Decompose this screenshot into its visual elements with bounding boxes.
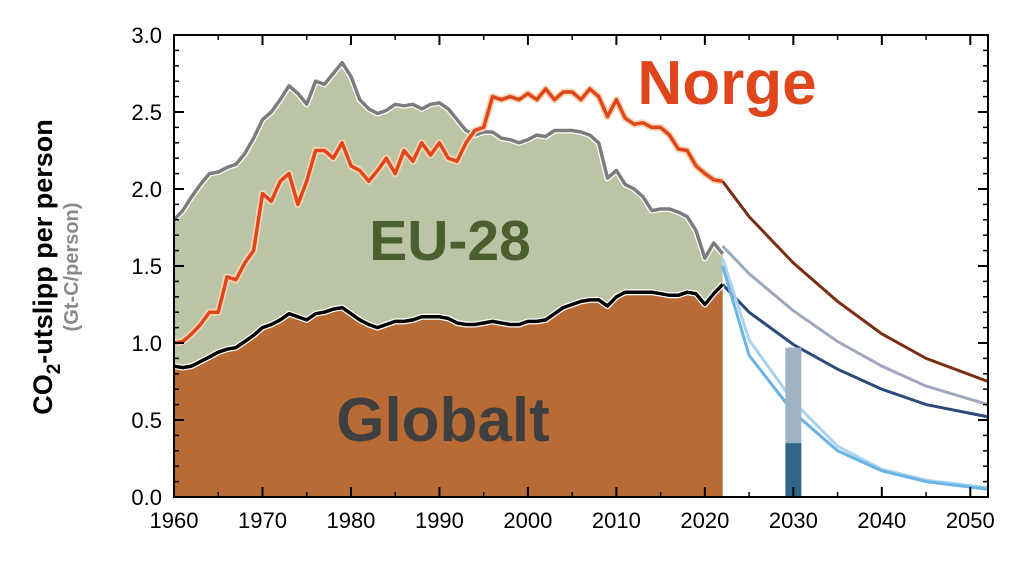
x-tick-label: 1980 — [326, 508, 375, 533]
y-axis-label-subscript: 2 — [44, 364, 65, 375]
y-axis-unit: (Gt-C/person) — [61, 203, 83, 332]
pathway-line-mid — [721, 265, 989, 491]
eu-line — [172, 60, 724, 261]
bar-2030-upper — [785, 347, 802, 444]
x-tick-label: 1990 — [415, 508, 464, 533]
eu-label: EU-28 — [369, 209, 531, 273]
x-tick-label: 1960 — [150, 508, 199, 533]
norway-label: Norge — [637, 49, 816, 118]
y-axis-title: CO2-utslipp per person — [28, 119, 65, 415]
y-axis-label: CO2-utslipp per person — [28, 119, 65, 415]
y-tick-label: 0.0 — [131, 485, 162, 510]
y-tick-label: 3.0 — [131, 23, 162, 48]
bar-2030-lower — [785, 443, 802, 497]
y-tick-label: 1.0 — [131, 331, 162, 356]
x-tick-label: 2050 — [946, 508, 995, 533]
x-tick-label: 2010 — [592, 508, 641, 533]
y-tick-label: 2.5 — [131, 100, 162, 125]
norway-line — [173, 87, 723, 345]
y-tick-label: 0.5 — [131, 408, 162, 433]
x-tick-label: 1970 — [238, 508, 287, 533]
axes: 1960 1970 1980 1990 2000 2010 2020 2030 2040 2050… — [131, 23, 994, 533]
plot-area — [171, 59, 989, 497]
y-tick-label: 2.0 — [131, 177, 162, 202]
y-axis-unit-label: (Gt-C/person) — [61, 203, 83, 332]
eu-projection-line — [721, 244, 989, 407]
global-projection-line — [721, 283, 989, 419]
x-tick-label: 2000 — [503, 508, 552, 533]
x-tick-label: 2040 — [857, 508, 906, 533]
global-label: Globalt — [336, 386, 550, 455]
y-axis-label-suffix: -utslipp per person — [28, 119, 58, 364]
norway-projection-line — [721, 180, 989, 383]
x-tick-label: 2020 — [680, 508, 729, 533]
y-axis-label-prefix: CO — [28, 374, 58, 415]
global-line — [173, 283, 724, 370]
y-tick-label: 1.5 — [131, 254, 162, 279]
x-tick-label: 2030 — [769, 508, 818, 533]
global-area — [174, 284, 723, 497]
